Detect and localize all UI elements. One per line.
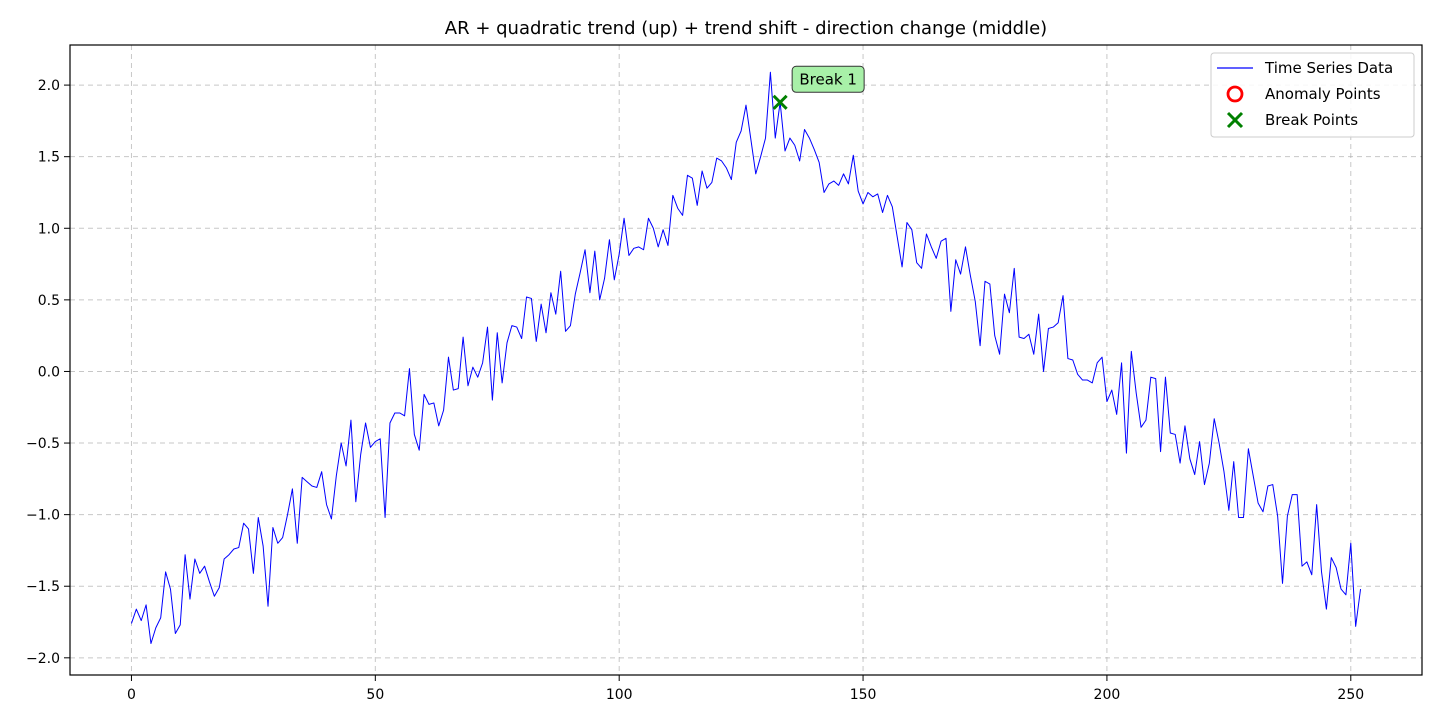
- legend-label: Time Series Data: [1264, 59, 1393, 77]
- break-label-box: [791, 65, 865, 93]
- y-tick-label: −2.0: [26, 651, 60, 667]
- y-tick-label: 0.0: [38, 364, 60, 380]
- y-tick-label: 0.5: [38, 293, 60, 309]
- y-tick-label: −0.5: [26, 436, 60, 452]
- series-line-time-series-data: [130, 71, 1362, 644]
- x-tick-label: 200: [1094, 687, 1121, 703]
- x-tick-label: 0: [127, 687, 136, 703]
- series-group: [130, 71, 1362, 644]
- y-tick-label: −1.5: [26, 579, 60, 595]
- break-point-marker: [772, 94, 788, 110]
- x-tick-label: 100: [606, 687, 633, 703]
- chart-title: AR + quadratic trend (up) + trend shift …: [445, 18, 1047, 39]
- break-points-group: Break 1: [772, 65, 865, 110]
- x-tick-label: 50: [366, 687, 384, 703]
- legend-label: Break Points: [1265, 111, 1358, 129]
- x-tick-label: 250: [1337, 687, 1364, 703]
- y-tick-label: −1.0: [26, 508, 60, 524]
- x-tick-label: 150: [850, 687, 877, 703]
- break-label: Break 1: [799, 70, 857, 88]
- plot-frame: [69, 44, 1423, 676]
- legend-box: [1210, 52, 1415, 138]
- legend-circle-marker: [1226, 85, 1244, 103]
- y-tick-label: 1.5: [38, 150, 60, 166]
- y-tick-label: 2.0: [38, 78, 60, 94]
- ticks-group: 0 50 100 150 200 250 −2.0 −1.5 −1.0 −0.5 0.0 0.5 1.0…: [26, 78, 1364, 703]
- y-tick-label: 1.0: [38, 221, 60, 237]
- legend-x-marker: [1226, 111, 1244, 129]
- grid: [70, 45, 1422, 675]
- legend: Time Series Data Anomaly Points Break Poin…: [1210, 52, 1415, 138]
- legend-label: Anomaly Points: [1265, 85, 1381, 103]
